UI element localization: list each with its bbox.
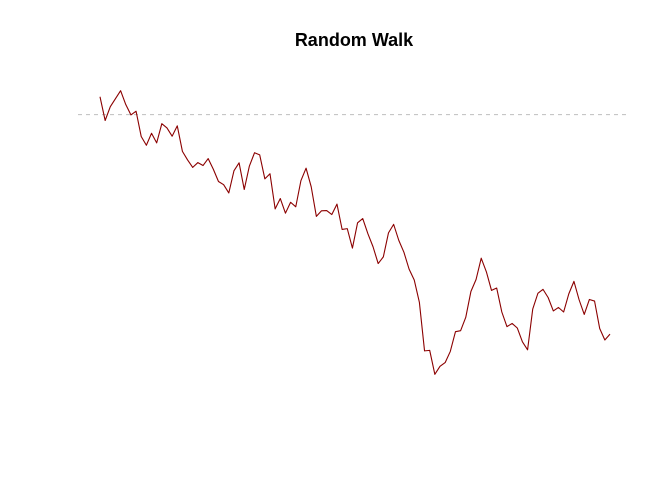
chart-title: Random Walk	[294, 30, 414, 50]
series-line	[99, 90, 611, 375]
